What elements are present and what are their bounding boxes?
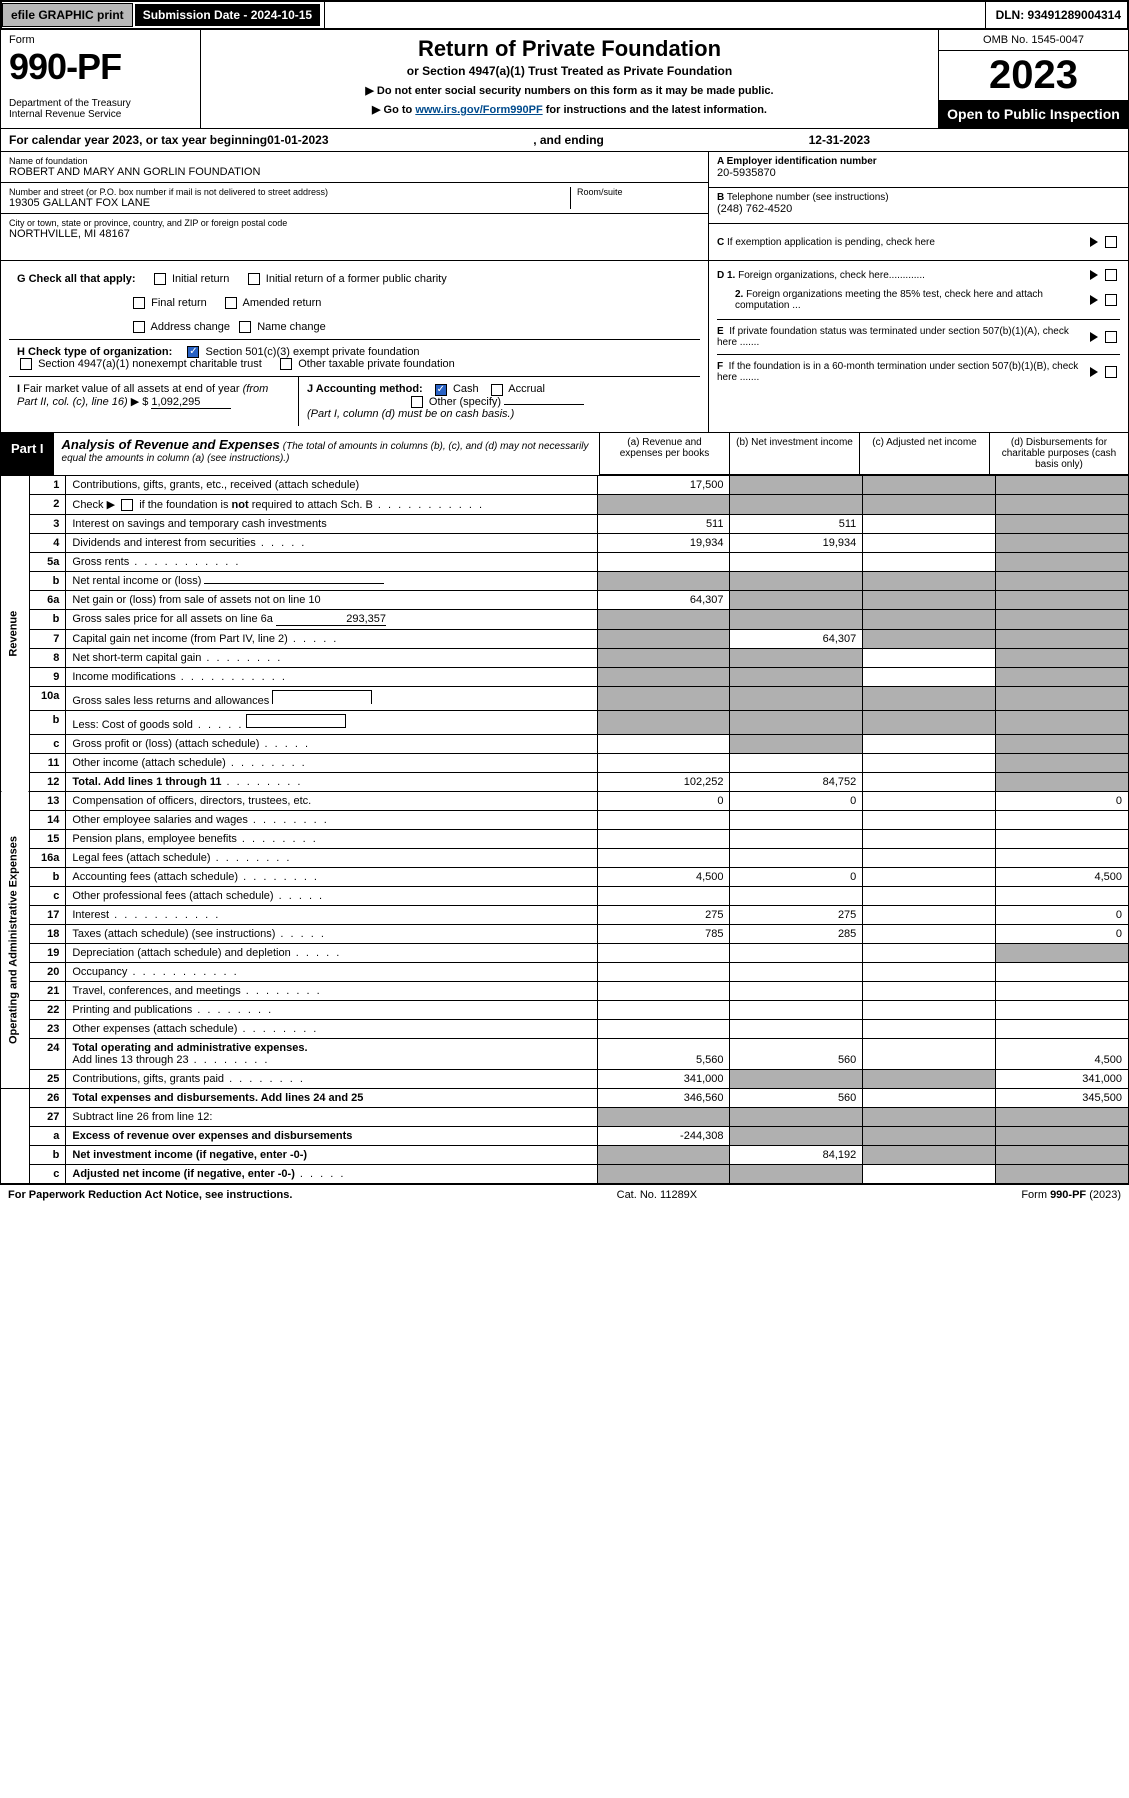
room-label: Room/suite <box>577 187 700 197</box>
name-change-checkbox[interactable] <box>239 321 251 333</box>
efile-button[interactable]: efile GRAPHIC print <box>2 3 133 27</box>
other-taxable-checkbox[interactable] <box>280 358 292 370</box>
address-change-checkbox[interactable] <box>133 321 145 333</box>
arrow-icon <box>1090 295 1098 305</box>
form-number: 990-PF <box>9 46 192 88</box>
expenses-side-label: Operating and Administrative Expenses <box>1 791 30 1088</box>
page-footer: For Paperwork Reduction Act Notice, see … <box>0 1184 1129 1205</box>
fmv-value: 1,092,295 <box>151 396 231 409</box>
arrow-icon <box>1090 332 1098 342</box>
form-header: Form 990-PF Department of the Treasury I… <box>0 30 1129 129</box>
j-note: (Part I, column (d) must be on cash basi… <box>307 408 514 420</box>
initial-return-checkbox[interactable] <box>154 273 166 285</box>
initial-former-checkbox[interactable] <box>248 273 260 285</box>
form-label: Form <box>9 34 192 46</box>
501c3-checkbox[interactable] <box>187 346 199 358</box>
col-d-header: (d) Disbursements for charitable purpose… <box>990 433 1128 475</box>
form-subtitle: or Section 4947(a)(1) Trust Treated as P… <box>207 64 932 78</box>
ein-value: 20-5935870 <box>717 167 1120 179</box>
col-c-header: (c) Adjusted net income <box>860 433 990 475</box>
note-link: ▶ Go to www.irs.gov/Form990PF for instru… <box>207 103 932 116</box>
tax-year: 2023 <box>939 51 1128 100</box>
section-g: G Check all that apply: Initial return I… <box>9 267 700 339</box>
form-title: Return of Private Foundation <box>207 36 932 62</box>
phone-value: (248) 762-4520 <box>717 203 1120 215</box>
section-ij: I Fair market value of all assets at end… <box>9 376 700 425</box>
entity-info: Name of foundation ROBERT AND MARY ANN G… <box>0 152 1129 261</box>
c-checkbox[interactable] <box>1105 236 1117 248</box>
4947-checkbox[interactable] <box>20 358 32 370</box>
column-headers: (a) Revenue and expenses per books (b) N… <box>599 433 1128 475</box>
d1-checkbox[interactable] <box>1105 269 1117 281</box>
accrual-checkbox[interactable] <box>491 384 503 396</box>
street-address: 19305 GALLANT FOX LANE <box>9 197 570 209</box>
part1-header: Part I Analysis of Revenue and Expenses … <box>0 433 1129 476</box>
d2-label: 2. Foreign organizations meeting the 85%… <box>735 289 1090 311</box>
address-label: Number and street (or P.O. box number if… <box>9 187 570 197</box>
part-title: Analysis of Revenue and Expenses <box>62 437 280 452</box>
col-a-header: (a) Revenue and expenses per books <box>600 433 730 475</box>
name-label: Name of foundation <box>9 156 700 166</box>
f-checkbox[interactable] <box>1105 366 1117 378</box>
note-ssn: ▶ Do not enter social security numbers o… <box>207 84 932 97</box>
c-label: C If exemption application is pending, c… <box>717 237 935 248</box>
e-label: E If private foundation status was termi… <box>717 326 1090 348</box>
checkbox-section: G Check all that apply: Initial return I… <box>0 261 1129 433</box>
section-h: H Check type of organization: Section 50… <box>9 339 700 376</box>
department-label: Department of the Treasury Internal Reve… <box>9 98 192 120</box>
phone-label: B B Telephone number (see instructions)T… <box>717 192 1120 203</box>
city-label: City or town, state or province, country… <box>9 218 700 228</box>
d2-checkbox[interactable] <box>1105 294 1117 306</box>
ein-label: A Employer identification number <box>717 156 1120 167</box>
revenue-side-label: Revenue <box>1 476 30 792</box>
submission-date: Submission Date - 2024-10-15 <box>135 4 320 26</box>
amended-return-checkbox[interactable] <box>225 297 237 309</box>
e-checkbox[interactable] <box>1105 331 1117 343</box>
top-bar: efile GRAPHIC print Submission Date - 20… <box>0 0 1129 30</box>
footer-catno: Cat. No. 11289X <box>617 1189 698 1201</box>
calendar-year-row: For calendar year 2023, or tax year begi… <box>0 129 1129 152</box>
f-label: F If the foundation is in a 60-month ter… <box>717 361 1090 383</box>
open-public-label: Open to Public Inspection <box>939 100 1128 128</box>
footer-left: For Paperwork Reduction Act Notice, see … <box>8 1189 292 1201</box>
omb-number: OMB No. 1545-0047 <box>939 30 1128 51</box>
schb-checkbox[interactable] <box>121 499 133 511</box>
part1-table: Revenue 1Contributions, gifts, grants, e… <box>0 476 1129 1184</box>
col-b-header: (b) Net investment income <box>730 433 860 475</box>
dln-label: DLN: 93491289004314 <box>990 4 1127 26</box>
final-return-checkbox[interactable] <box>133 297 145 309</box>
topbar-spacer <box>324 2 985 28</box>
other-method-checkbox[interactable] <box>411 396 423 408</box>
arrow-icon <box>1090 367 1098 377</box>
city-state-zip: NORTHVILLE, MI 48167 <box>9 228 700 240</box>
part-badge: Part I <box>1 433 54 475</box>
foundation-name: ROBERT AND MARY ANN GORLIN FOUNDATION <box>9 166 700 178</box>
cash-checkbox[interactable] <box>435 384 447 396</box>
irs-link[interactable]: www.irs.gov/Form990PF <box>415 104 542 116</box>
arrow-icon <box>1090 237 1098 247</box>
d1-label: D 1. Foreign organizations, check here..… <box>717 270 925 281</box>
footer-form: Form 990-PF (2023) <box>1021 1189 1121 1201</box>
arrow-icon <box>1090 270 1098 280</box>
